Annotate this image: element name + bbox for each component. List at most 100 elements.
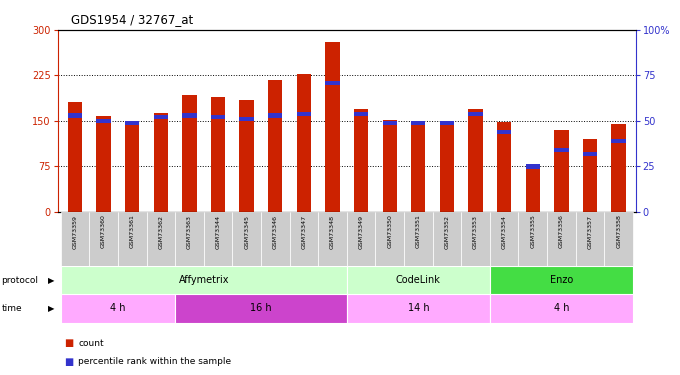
Text: GSM73344: GSM73344: [216, 214, 220, 249]
Text: ▶: ▶: [48, 304, 54, 313]
Text: ■: ■: [65, 357, 74, 367]
Bar: [97, 116, 111, 212]
Bar: [239, 117, 254, 121]
Bar: [576, 212, 605, 266]
Text: GSM73345: GSM73345: [244, 214, 249, 249]
Bar: [154, 115, 168, 119]
Text: 16 h: 16 h: [250, 303, 272, 313]
Text: time: time: [1, 304, 22, 313]
Bar: [146, 212, 175, 266]
Bar: [469, 111, 483, 116]
Text: GSM73360: GSM73360: [101, 214, 106, 249]
Text: count: count: [78, 339, 104, 348]
Text: GSM73359: GSM73359: [73, 214, 78, 249]
Bar: [440, 121, 454, 212]
Bar: [97, 119, 111, 123]
Text: GSM73363: GSM73363: [187, 214, 192, 249]
Bar: [290, 212, 318, 266]
Text: percentile rank within the sample: percentile rank within the sample: [78, 357, 231, 366]
Text: ■: ■: [65, 338, 74, 348]
Bar: [411, 121, 426, 125]
Bar: [526, 164, 540, 168]
Bar: [347, 294, 490, 322]
Bar: [175, 212, 204, 266]
Text: GSM73356: GSM73356: [559, 214, 564, 249]
Bar: [497, 130, 511, 134]
Bar: [233, 212, 261, 266]
Bar: [354, 109, 369, 212]
Text: GSM73352: GSM73352: [445, 214, 449, 249]
Bar: [61, 212, 89, 266]
Bar: [461, 212, 490, 266]
Text: Affymetrix: Affymetrix: [178, 275, 229, 285]
Bar: [497, 122, 511, 212]
Bar: [404, 212, 432, 266]
Text: GSM73358: GSM73358: [616, 214, 621, 249]
Bar: [261, 212, 290, 266]
Bar: [175, 294, 347, 322]
Bar: [440, 121, 454, 125]
Bar: [605, 212, 633, 266]
Bar: [296, 74, 311, 212]
Text: GSM73347: GSM73347: [301, 214, 307, 249]
Bar: [268, 80, 282, 212]
Text: Enzo: Enzo: [549, 275, 573, 285]
Bar: [125, 121, 139, 125]
Bar: [383, 121, 397, 125]
Bar: [182, 96, 197, 212]
Bar: [526, 165, 540, 212]
Bar: [490, 266, 633, 294]
Bar: [354, 111, 369, 116]
Text: CodeLink: CodeLink: [396, 275, 441, 285]
Bar: [347, 266, 490, 294]
Text: ▶: ▶: [48, 276, 54, 285]
Text: GSM73348: GSM73348: [330, 214, 335, 249]
Bar: [383, 120, 397, 212]
Bar: [490, 212, 518, 266]
Bar: [239, 100, 254, 212]
Bar: [89, 212, 118, 266]
Bar: [490, 294, 633, 322]
Bar: [469, 109, 483, 212]
Text: GSM73353: GSM73353: [473, 214, 478, 249]
Bar: [347, 212, 375, 266]
Bar: [325, 42, 339, 212]
Bar: [182, 113, 197, 118]
Bar: [118, 212, 146, 266]
Bar: [211, 97, 225, 212]
Text: GSM73354: GSM73354: [502, 214, 507, 249]
Bar: [204, 212, 233, 266]
Bar: [211, 115, 225, 119]
Bar: [583, 139, 597, 212]
Text: 14 h: 14 h: [407, 303, 429, 313]
Bar: [411, 121, 426, 212]
Bar: [154, 113, 168, 212]
Bar: [61, 294, 175, 322]
Bar: [547, 212, 576, 266]
Text: protocol: protocol: [1, 276, 38, 285]
Bar: [611, 124, 626, 212]
Bar: [375, 212, 404, 266]
Bar: [61, 266, 347, 294]
Bar: [554, 148, 568, 152]
Text: GSM73349: GSM73349: [358, 214, 364, 249]
Text: GSM73361: GSM73361: [130, 214, 135, 249]
Bar: [68, 113, 82, 118]
Bar: [518, 212, 547, 266]
Text: GSM73350: GSM73350: [387, 214, 392, 249]
Bar: [554, 130, 568, 212]
Text: 4 h: 4 h: [554, 303, 569, 313]
Text: 4 h: 4 h: [110, 303, 126, 313]
Text: GDS1954 / 32767_at: GDS1954 / 32767_at: [71, 13, 194, 26]
Text: GSM73357: GSM73357: [588, 214, 592, 249]
Bar: [611, 139, 626, 143]
Text: GSM73355: GSM73355: [530, 214, 535, 249]
Bar: [68, 102, 82, 212]
Text: GSM73351: GSM73351: [416, 214, 421, 249]
Bar: [318, 212, 347, 266]
Bar: [583, 152, 597, 156]
Text: GSM73346: GSM73346: [273, 214, 277, 249]
Bar: [432, 212, 461, 266]
Bar: [325, 81, 339, 85]
Bar: [296, 111, 311, 116]
